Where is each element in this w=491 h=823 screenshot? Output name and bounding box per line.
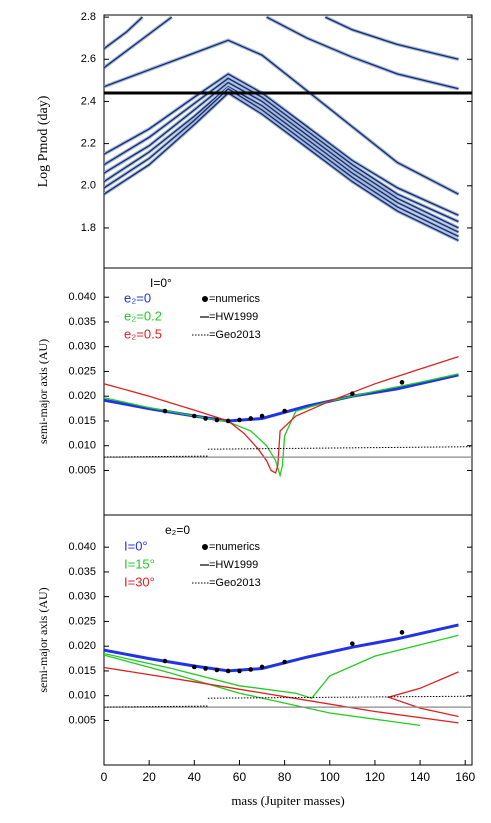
x-tick-label: 60 [233,770,247,784]
legend-label: I=0° [124,538,148,553]
data-point [162,408,168,414]
data-point [259,664,265,670]
y-tick-label: 0.030 [68,591,96,603]
y-tick-label: 0.015 [68,665,96,677]
data-point [259,413,265,419]
legend-label: I=30° [124,574,155,589]
data-line [104,634,459,727]
data-point [237,417,242,423]
data-point [214,417,220,423]
plot-frame [103,267,473,516]
y-axis-label: semi-major axis (AU) [36,587,50,692]
data-line [104,695,472,708]
x-axis-label: mass (Jupiter masses) [231,793,344,808]
legend-label: =HW1999 [209,311,258,323]
y-tick-label: 2.8 [81,11,96,23]
y-tick-label: 0.005 [68,464,96,476]
data-point [248,667,254,672]
legend-label: =Geo2013 [209,577,261,589]
data-point [248,416,254,421]
y-axis-label: semi-major axis (AU) [36,339,50,444]
data-point [237,668,242,674]
legend-label: =HW1999 [209,559,258,571]
data-point [282,408,287,414]
y-tick-label: 0.025 [68,365,96,377]
y-tick-label: 0.030 [68,341,96,353]
legend-label: e₂=0.2 [124,308,162,323]
data-line [104,85,459,233]
data-line [104,16,143,50]
data-line [104,666,459,724]
data-line [104,81,459,229]
y-tick-label: 0.025 [68,615,96,627]
legend-label: =numerics [209,541,261,553]
data-point [192,413,197,419]
y-tick-label: 0.035 [68,566,96,578]
y-tick-label: 0.010 [68,440,96,452]
y-tick-label: 0.040 [68,291,96,303]
y-tick-label: 2.2 [81,138,96,150]
x-tick-label: 160 [455,770,475,784]
data-point [225,418,231,424]
data-line [104,39,459,195]
plot-frame [103,14,473,269]
data-point [399,380,405,385]
x-tick-label: 0 [101,770,108,784]
y-tick-label: 0.005 [68,714,96,726]
data-line [104,92,459,242]
data-point [203,666,208,671]
y-tick-label: 2.0 [81,180,96,192]
legend-marker [202,544,208,550]
x-tick-label: 100 [320,770,340,784]
data-point [350,391,355,397]
y-tick-label: 0.035 [68,316,96,328]
data-line [104,77,459,223]
legend-label: e₂=0.5 [124,326,162,341]
legend-label: =numerics [209,293,261,305]
x-tick-label: 120 [365,770,385,784]
legend-label: I=15° [124,556,155,571]
y-tick-label: 0.020 [68,640,96,652]
plot-frame [103,514,473,766]
y-tick-label: 0.015 [68,415,96,427]
x-tick-label: 140 [410,770,430,784]
data-line [104,446,472,458]
data-line [104,16,173,69]
data-line [266,16,459,90]
data-line [104,87,459,237]
y-tick-label: 0.020 [68,390,96,402]
data-point [192,664,197,670]
data-line [104,373,459,478]
x-tick-label: 80 [278,770,292,784]
legend-label: e₂=0 [124,290,151,305]
y-tick-label: 1.8 [81,222,96,234]
data-point [282,659,287,665]
y-axis-label: Log Pmod (day) [36,95,51,187]
data-line [104,373,459,423]
legend-marker [202,296,208,302]
legend-label: =Geo2013 [209,329,261,341]
x-tick-label: 20 [142,770,156,784]
annotation: e₂=0 [165,523,190,537]
data-point [225,668,231,674]
data-point [399,630,405,635]
y-tick-label: 0.040 [68,541,96,553]
x-tick-label: 40 [188,770,202,784]
data-line [325,16,459,60]
annotation: I=0° [150,276,172,290]
data-point [214,667,220,673]
data-point [203,416,208,421]
y-tick-label: 2.6 [81,53,96,65]
data-point [350,641,355,647]
y-tick-label: 0.010 [68,690,96,702]
y-tick-label: 2.4 [81,95,96,107]
data-point [162,658,168,664]
